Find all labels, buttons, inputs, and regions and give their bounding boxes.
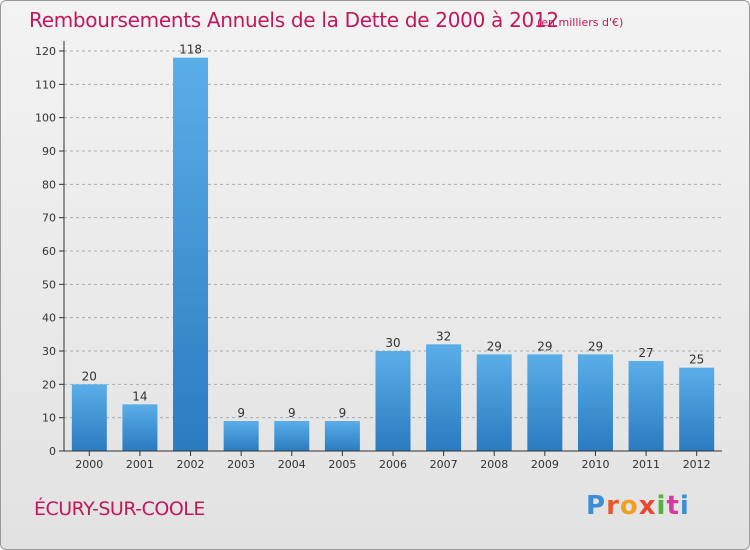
brand-letter: i [679,491,690,521]
bar [122,404,158,451]
data-label: 118 [179,43,202,57]
x-tick-label: 2007 [430,458,458,471]
bar [71,384,107,451]
x-tick-label: 2010 [581,458,609,471]
bar [324,421,360,451]
bar [476,354,512,451]
bar [223,421,259,451]
chart-subtitle: (en milliers d'€) [537,16,624,29]
y-tick-label: 90 [42,145,56,158]
x-tick-label: 2005 [328,458,356,471]
y-tick-label: 100 [35,112,56,125]
x-tick-label: 2012 [683,458,711,471]
x-tick-label: 2011 [632,458,660,471]
brand-letter: r [606,491,620,521]
brand-letter: i [656,491,667,521]
commune-name: ÉCURY-SUR-COOLE [34,498,205,520]
y-tick-label: 60 [42,245,56,258]
bar [173,57,209,452]
y-tick-label: 120 [35,45,56,58]
bar [628,361,664,451]
bar [577,354,613,451]
x-tick-label: 2000 [75,458,103,471]
data-label: 9 [288,406,296,420]
y-tick-label: 20 [42,378,56,391]
x-tick-label: 2002 [177,458,205,471]
bar [426,344,462,451]
data-label: 29 [537,339,552,353]
bar [274,421,310,451]
data-label: 27 [638,346,653,360]
brand-letter: o [619,491,639,521]
axes: 0 10 20 30 40 50 60 70 80 90 100 110 120 2000 2001 2002… [35,41,722,471]
chart-title: Remboursements Annuels de la Dette de 20… [29,8,559,32]
y-tick-label: 40 [42,312,56,325]
data-label: 29 [487,339,502,353]
data-label: 30 [385,336,400,350]
x-tick-label: 2008 [480,458,508,471]
brand-letter: P [586,491,607,521]
x-tick-label: 2006 [379,458,407,471]
brand-letter: t [666,491,680,521]
bar [527,354,563,451]
x-tick-label: 2009 [531,458,559,471]
y-tick-label: 80 [42,178,56,191]
y-tick-label: 30 [42,345,56,358]
y-tick-label: 110 [35,78,56,91]
y-tick-label: 10 [42,412,56,425]
y-tick-label: 70 [42,212,56,225]
data-label: 20 [82,369,97,383]
bar [375,351,411,451]
x-tick-label: 2004 [278,458,306,471]
bar [679,367,715,451]
value-labels: 20 14 118 9 9 9 30 32 29 29 29 27 25 [82,43,705,420]
bars [71,57,715,452]
data-label: 32 [436,329,451,343]
brand-letter: x [638,491,657,521]
data-label: 25 [689,353,704,367]
y-tick-label: 50 [42,278,56,291]
data-label: 9 [339,406,347,420]
proxiti-logo[interactable]: Proxiti [586,491,690,521]
x-tick-label: 2001 [126,458,154,471]
x-tick-label: 2003 [227,458,255,471]
y-tick-label: 0 [49,445,56,458]
data-label: 29 [588,339,603,353]
data-label: 9 [237,406,245,420]
data-label: 14 [132,389,147,403]
